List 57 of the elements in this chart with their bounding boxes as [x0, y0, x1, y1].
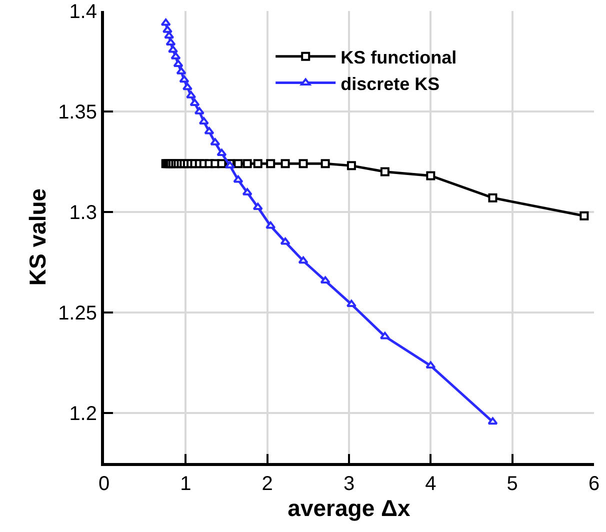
point: [346, 161, 356, 170]
point: [186, 91, 196, 98]
point: [253, 159, 262, 168]
point: [160, 18, 171, 26]
point: [242, 159, 252, 168]
y-axis-title: KS value: [24, 188, 51, 286]
y-tick-label: 1.35: [58, 101, 97, 124]
point: [234, 159, 243, 168]
point: [266, 159, 276, 168]
point: [320, 159, 330, 168]
x-axis-title: average Δx: [288, 495, 411, 521]
y-tick-label: 1.3: [69, 202, 97, 224]
point: [233, 175, 244, 183]
legend-label: discrete KS: [340, 74, 440, 94]
x-tick-label: 3: [343, 473, 355, 495]
point: [190, 98, 200, 106]
x-tick-label: 2: [262, 473, 273, 495]
x-tick-label: 5: [506, 473, 518, 495]
point: [217, 159, 226, 168]
point: [166, 38, 176, 46]
point: [162, 26, 172, 33]
point: [179, 75, 190, 83]
point: [280, 159, 290, 168]
x-tick-label: 0: [98, 473, 110, 495]
legend-label: KS functional: [340, 47, 457, 68]
point: [298, 256, 308, 264]
point: [182, 82, 192, 90]
point: [426, 171, 436, 180]
point: [380, 332, 390, 340]
point: [210, 138, 220, 146]
point: [168, 45, 178, 53]
point: [488, 193, 498, 202]
point: [198, 117, 209, 124]
point: [173, 60, 184, 67]
x-tick-label: 1: [180, 473, 192, 495]
point: [346, 300, 356, 308]
point: [266, 221, 276, 229]
point: [164, 31, 174, 39]
point: [580, 211, 589, 220]
y-tick-label: 1.2: [69, 402, 97, 425]
point: [426, 361, 436, 369]
point: [176, 67, 186, 74]
point: [216, 148, 227, 156]
y-tick-label: 1.4: [69, 1, 97, 23]
point: [298, 159, 308, 168]
y-tick-label: 1.25: [58, 302, 97, 324]
point: [280, 238, 290, 245]
point: [488, 417, 498, 425]
point: [380, 167, 390, 176]
point: [204, 127, 214, 134]
point: [170, 52, 181, 60]
point: [242, 188, 252, 196]
point: [194, 107, 204, 114]
point: [320, 276, 330, 284]
x-tick-label: 4: [425, 473, 436, 495]
point: [252, 202, 263, 210]
x-tick-label: 6: [588, 473, 600, 495]
